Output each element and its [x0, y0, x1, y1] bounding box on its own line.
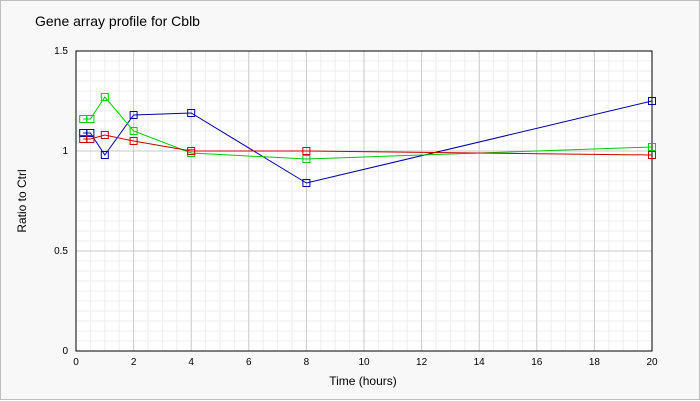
x-tick-label: 14 — [474, 357, 486, 368]
series-line — [83, 100, 653, 184]
x-tick-label: 8 — [304, 357, 310, 368]
x-tick-label: 10 — [358, 357, 370, 368]
y-tick-label: 0.5 — [54, 246, 68, 257]
x-tick-label: 6 — [246, 357, 252, 368]
x-tick-label: 12 — [416, 357, 428, 368]
y-tick-label: 1 — [62, 146, 68, 157]
data-point-marker — [100, 131, 109, 139]
x-tick-label: 0 — [73, 357, 79, 368]
data-point-marker — [648, 143, 656, 151]
data-point-marker — [100, 93, 109, 101]
data-point-marker — [648, 151, 656, 159]
data-point-marker — [187, 109, 196, 117]
data-point-marker — [86, 129, 95, 137]
plot-frame — [75, 50, 653, 352]
chart-title: Gene array profile for Cblb — [35, 13, 200, 29]
y-tick-label: 0 — [62, 346, 68, 357]
x-tick-label: 4 — [188, 357, 194, 368]
x-axis-label: Time (hours) — [329, 374, 397, 388]
data-point-marker — [129, 127, 138, 135]
x-tick-label: 16 — [531, 357, 543, 368]
x-tick-label: 18 — [589, 357, 601, 368]
data-point-marker — [100, 151, 109, 159]
plot-area: 0 2 4 6 8 10 12 14 16 18 20 0 0.5 1 1.5 — [54, 46, 658, 368]
y-axis-label: Ratio to Ctrl — [15, 169, 29, 232]
data-point-marker — [86, 135, 95, 143]
x-tick-label: 20 — [646, 357, 658, 368]
data-point-marker — [86, 115, 95, 123]
x-tick-label: 2 — [131, 357, 137, 368]
data-point-marker — [129, 137, 138, 145]
data-point-marker — [187, 147, 196, 155]
data-point-marker — [302, 179, 311, 187]
data-point-marker — [302, 147, 311, 155]
data-point-marker — [129, 111, 138, 119]
series-line — [83, 134, 653, 156]
y-tick-label: 1.5 — [54, 46, 68, 57]
data-point-marker — [648, 97, 656, 105]
series-line — [83, 96, 653, 160]
data-point-marker — [302, 155, 311, 163]
